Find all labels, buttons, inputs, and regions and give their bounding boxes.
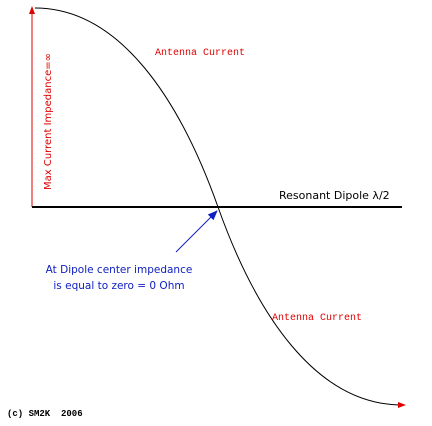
- current-label: Antenna Current: [272, 313, 362, 324]
- current-label: Antenna Current: [155, 48, 245, 59]
- copyright: (c) SM2K 2006: [7, 409, 83, 419]
- note-text: is equal to zero = 0 Ohm: [53, 280, 184, 292]
- current-curve: [34, 7, 406, 408]
- note-text: At Dipole center impedance: [46, 264, 193, 276]
- y-axis-label: Max Current Impedance=∞: [43, 53, 54, 190]
- note-arrow: [175, 210, 218, 253]
- x-axis-label: Resonant Dipole λ/2: [279, 189, 390, 202]
